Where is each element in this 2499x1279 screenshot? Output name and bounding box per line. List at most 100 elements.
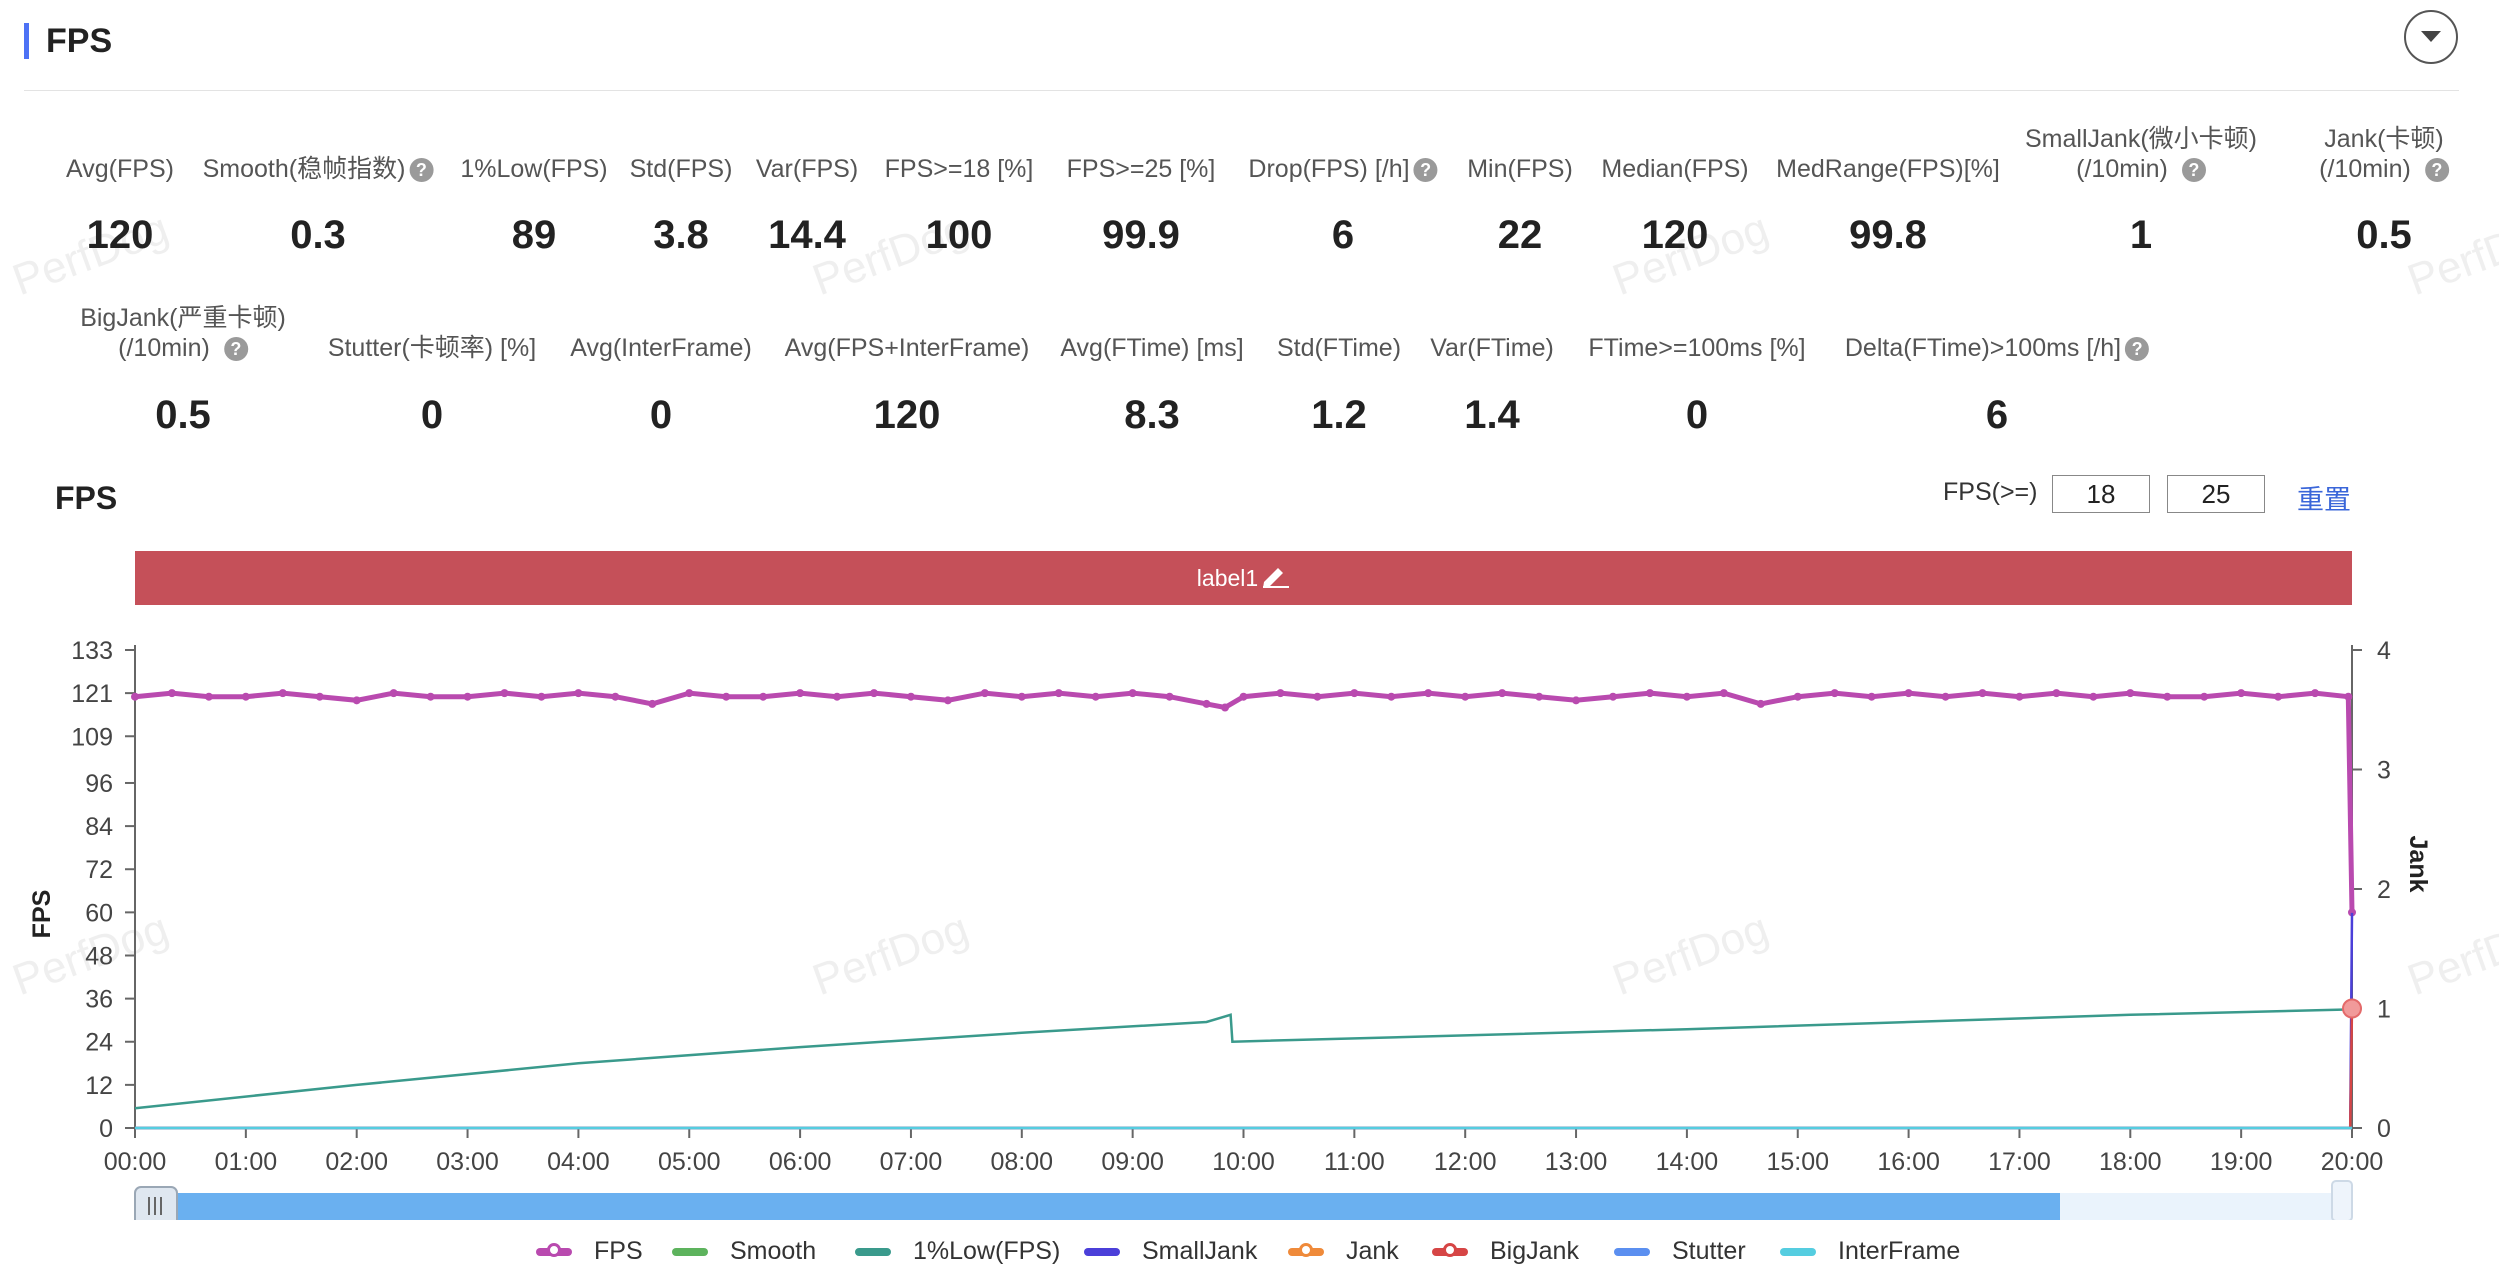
fps-point: [2015, 692, 2024, 701]
fps-point: [2237, 689, 2246, 698]
fps-point: [1867, 692, 1876, 701]
metric-label-text: FTime>=100ms [%]: [1588, 334, 1806, 362]
legend-item[interactable]: Smooth: [672, 1237, 816, 1266]
legend-item[interactable]: 1%Low(FPS): [855, 1237, 1060, 1266]
metric-value: 99.9: [1102, 213, 1180, 257]
metric-label-text: Avg(FTime) [ms]: [1060, 334, 1244, 362]
fps-point: [1165, 692, 1174, 701]
metric-value: 14.4: [768, 213, 846, 257]
metric-label-text: SmallJank(微小卡顿): [2025, 125, 2257, 153]
fps-point: [315, 692, 324, 701]
fps-threshold-input-1[interactable]: [2052, 475, 2150, 513]
zoom-slider-end: [2060, 1193, 2352, 1220]
metric-value: 3.8: [653, 213, 709, 257]
fps-point: [537, 692, 546, 701]
legend-item[interactable]: Stutter: [1614, 1237, 1746, 1266]
metric-value: 8.3: [1124, 393, 1180, 437]
series-line-fps: [134, 690, 2355, 913]
fps-point: [2126, 689, 2135, 698]
legend-swatch: [672, 1247, 708, 1256]
y2-axis-title: Jank: [2404, 836, 2432, 893]
fps-point: [389, 689, 398, 698]
fps-point: [1424, 689, 1433, 698]
metric-label: Min(FPS): [1467, 154, 1573, 184]
legend-item[interactable]: BigJank: [1432, 1237, 1579, 1266]
legend-label: InterFrame: [1838, 1237, 1961, 1265]
y-tick-label: 60: [85, 899, 113, 927]
legend-label: 1%Low(FPS): [913, 1237, 1061, 1265]
fps-point: [1202, 699, 1211, 708]
y-tick-label: 0: [99, 1115, 113, 1143]
metric-label: Avg(InterFrame): [570, 333, 752, 363]
metric-label-text: 1%Low(FPS): [460, 155, 608, 183]
metric-label-text: Var(FTime): [1430, 334, 1554, 362]
legend-label: SmallJank: [1142, 1237, 1258, 1265]
y-tick-label: 96: [85, 770, 113, 798]
fps-point: [1221, 703, 1230, 712]
series-line-bigjank: [135, 1008, 2354, 1130]
legend-item[interactable]: SmallJank: [1084, 1237, 1257, 1266]
fps-point: [167, 689, 176, 698]
y-tick-label: 133: [71, 637, 113, 665]
metric-label-text: FPS>=18 [%]: [884, 155, 1034, 183]
metric-label: Avg(FPS): [66, 154, 174, 184]
metric-label: BigJank(严重卡顿) (/10min)?: [80, 303, 286, 363]
help-icon[interactable]: ?: [1413, 158, 1438, 183]
help-icon[interactable]: ?: [2424, 158, 2449, 183]
fps-point: [131, 692, 139, 701]
label-band[interactable]: label1: [135, 551, 2352, 605]
metric-label-text: Smooth(稳帧指数): [202, 155, 406, 183]
legend-swatch: [1432, 1242, 1468, 1257]
fps-point: [1830, 689, 1839, 698]
fps-point: [1461, 692, 1470, 701]
chevron-down-icon: [2421, 31, 2441, 42]
fps-threshold-input-2[interactable]: [2167, 475, 2265, 513]
help-icon[interactable]: ?: [2125, 337, 2150, 362]
fps-point: [1793, 692, 1802, 701]
x-tick-label: 12:00: [1434, 1148, 1497, 1176]
metric-label-text: Min(FPS): [1467, 155, 1573, 183]
zoom-handle-right[interactable]: [2331, 1180, 2353, 1220]
fps-point: [241, 692, 250, 701]
fps-point: [2348, 908, 2356, 917]
help-icon[interactable]: ?: [409, 158, 434, 183]
fps-point: [1128, 689, 1137, 698]
fps-point: [352, 696, 361, 705]
legend-item[interactable]: Jank: [1288, 1237, 1399, 1266]
collapse-button[interactable]: [2404, 10, 2458, 64]
fps-point: [1941, 692, 1950, 701]
fps-point: [574, 689, 583, 698]
metric-value: 89: [511, 213, 557, 257]
watermark: PerfDog: [2401, 203, 2499, 306]
metric-label: Delta(FTime)>100ms [/h]?: [1845, 333, 2150, 363]
metric-label: 1%Low(FPS): [460, 154, 607, 184]
y-tick-label: 109: [71, 723, 113, 751]
metric-label-unit: (/10min): [2076, 155, 2168, 183]
fps-point: [2089, 692, 2098, 701]
metric-value: 6: [1331, 213, 1355, 257]
zoom-slider-track[interactable]: [135, 1193, 2352, 1220]
metric-value: 0.5: [2356, 213, 2412, 257]
help-icon[interactable]: ?: [223, 337, 248, 362]
fps-point: [722, 692, 731, 701]
fps-point: [2163, 692, 2172, 701]
metric-label: Avg(FPS+InterFrame): [785, 333, 1030, 363]
fps-point: [426, 692, 435, 701]
legend-swatch: [536, 1242, 572, 1257]
metric-label-unit: (/10min): [118, 334, 210, 362]
y2-tick-label: 2: [2377, 876, 2391, 904]
section-accent-bar: [24, 23, 29, 59]
legend-item[interactable]: InterFrame: [1780, 1237, 1960, 1266]
edit-icon[interactable]: [1260, 553, 1290, 607]
fps-point: [611, 692, 620, 701]
metric-label: Drop(FPS) [/h]?: [1248, 154, 1438, 184]
help-icon[interactable]: ?: [2181, 158, 2206, 183]
reset-link[interactable]: 重置: [2297, 485, 2351, 515]
metric-label-unit: (/10min): [2319, 155, 2411, 183]
metric-label: Jank(卡顿) (/10min)?: [2319, 124, 2449, 184]
metric-label-text: Stutter(卡顿率) [%]: [327, 334, 537, 362]
metric-label: Stutter(卡顿率) [%]: [328, 333, 536, 363]
metric-label-text: Std(FPS): [629, 155, 733, 183]
legend-item[interactable]: FPS: [536, 1237, 643, 1266]
